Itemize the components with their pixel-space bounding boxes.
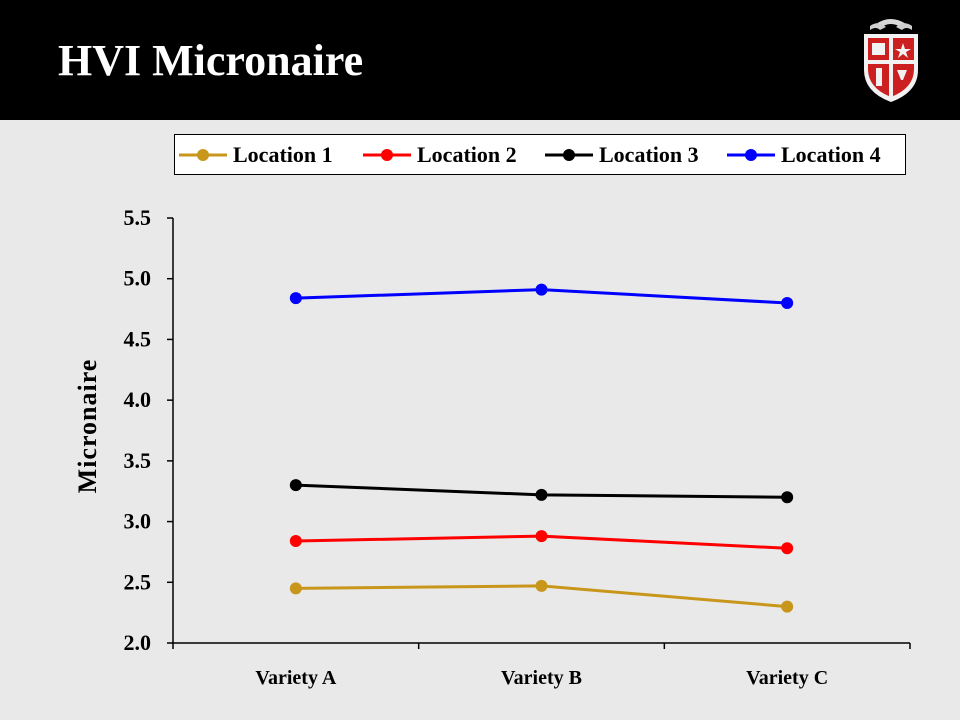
y-tick-label: 5.5 <box>124 205 152 230</box>
data-point-location-2 <box>535 530 548 543</box>
y-tick-label: 4.0 <box>124 387 152 412</box>
chart-axes: 2.0 2.5 3.0 3.5 4.0 4.5 5.0 5.5 Variety A Variety… <box>124 205 911 689</box>
legend-swatch-location-1 <box>179 148 227 161</box>
slide-title: HVI Micronaire <box>58 36 364 85</box>
legend-swatch-location-2 <box>363 148 411 161</box>
series-location-3 <box>289 479 794 504</box>
data-point-location-3 <box>781 491 794 504</box>
y-tick-label: 2.5 <box>124 569 152 594</box>
data-point-location-1 <box>781 600 794 613</box>
data-point-location-1 <box>289 582 302 595</box>
legend-item-location-2: Location 2 <box>363 135 517 174</box>
y-axis-label: Micronaire <box>73 359 102 494</box>
data-point-location-3 <box>289 479 302 492</box>
y-tick-label: 3.5 <box>124 448 152 473</box>
data-point-location-3 <box>535 488 548 501</box>
legend-swatch-location-3 <box>545 148 593 161</box>
y-tick-label: 3.0 <box>124 509 152 534</box>
chart-series <box>289 283 794 613</box>
data-point-location-4 <box>289 292 302 305</box>
university-crest-icon <box>864 19 918 102</box>
legend-label-location-4: Location 4 <box>781 141 881 167</box>
legend-item-location-3: Location 3 <box>545 135 699 174</box>
legend-item-location-1: Location 1 <box>179 135 333 174</box>
legend-label-location-2: Location 2 <box>417 141 517 167</box>
legend-label-location-3: Location 3 <box>599 141 699 167</box>
data-point-location-1 <box>535 579 548 592</box>
data-point-location-2 <box>781 542 794 555</box>
chart-legend: Location 1 Location 2 Location 3 Locatio… <box>174 134 906 175</box>
legend-swatch-location-4 <box>727 148 775 161</box>
data-point-location-4 <box>535 283 548 296</box>
series-location-2 <box>289 530 794 555</box>
series-location-4 <box>289 283 794 309</box>
series-location-1 <box>289 579 794 613</box>
data-point-location-4 <box>781 297 794 309</box>
title-bar: HVI Micronaire <box>0 0 960 120</box>
legend-label-location-1: Location 1 <box>233 141 333 167</box>
x-tick-label: Variety B <box>501 667 582 689</box>
x-tick-label: Variety A <box>255 667 336 689</box>
y-tick-label: 4.5 <box>124 326 152 351</box>
legend-item-location-4: Location 4 <box>727 135 881 174</box>
y-tick-label: 2.0 <box>124 630 152 655</box>
y-tick-label: 5.0 <box>124 266 152 291</box>
x-tick-label: Variety C <box>746 667 828 689</box>
data-point-location-2 <box>289 535 302 547</box>
